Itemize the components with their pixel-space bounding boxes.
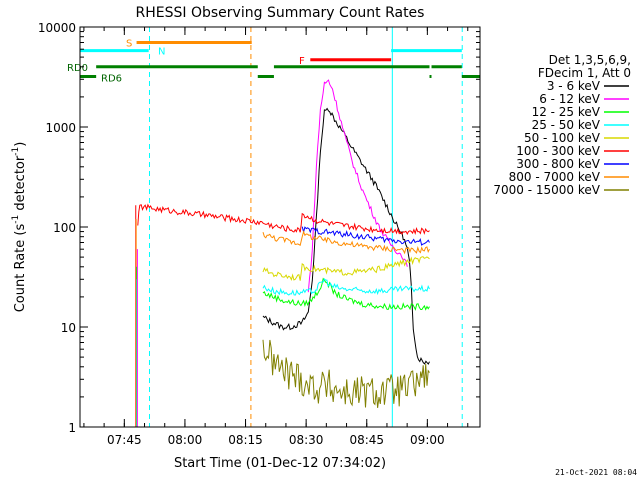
- series-line-25to50kev: [262, 278, 430, 296]
- legend-header-line-2: FDecim 1, Att 0: [538, 66, 631, 80]
- series-line-3to6kev: [262, 107, 430, 365]
- y-tick-label-1: 10: [61, 321, 76, 335]
- legend-label-2: 12 - 25 keV: [532, 105, 601, 119]
- x-tick-label-5: 09:00: [410, 433, 445, 447]
- x-tick-label-0: 07:45: [107, 433, 142, 447]
- series-line-12to25kev: [262, 277, 430, 311]
- y-tick-label-4: 10000: [38, 21, 76, 35]
- y-tick-label-3: 1000: [45, 121, 76, 135]
- x-tick-label-2: 08:15: [228, 433, 263, 447]
- legend-label-6: 300 - 800 keV: [516, 157, 600, 171]
- x-tick-label-4: 08:45: [349, 433, 384, 447]
- chart-title: RHESSI Observing Summary Count Rates: [136, 5, 425, 21]
- legend-header-line-1: Det 1,3,5,6,9,: [549, 53, 631, 67]
- legend-label-5: 100 - 300 keV: [516, 144, 600, 158]
- generation-timestamp: 21-Oct-2021 08:04: [555, 468, 637, 477]
- series-line-6to12kev: [307, 79, 408, 293]
- data-series: [135, 79, 430, 427]
- series-line-800to7000kev: [262, 230, 430, 255]
- legend-label-7: 800 - 7000 keV: [509, 170, 601, 184]
- series-line-7000to15000kev: [262, 339, 430, 408]
- legend-label-0: 3 - 6 keV: [547, 79, 601, 93]
- legend-label-8: 7000 - 15000 keV: [493, 183, 600, 197]
- flag-label-rd0: RD0: [67, 63, 88, 74]
- x-tick-label-3: 08:30: [289, 433, 324, 447]
- flag-bars: S N F RD0 RD6: [67, 38, 480, 84]
- series-line-50to100kev: [262, 256, 430, 281]
- legend-label-3: 25 - 50 keV: [532, 118, 601, 132]
- legend-label-4: 50 - 100 keV: [524, 131, 601, 145]
- legend-label-1: 6 - 12 keV: [539, 92, 601, 106]
- x-tick-label-1: 08:00: [168, 433, 203, 447]
- flag-label-f: F: [299, 56, 305, 67]
- y-tick-label-0: 1: [68, 421, 76, 435]
- y-tick-label-2: 100: [53, 221, 76, 235]
- flag-label-s: S: [126, 38, 132, 49]
- flag-label-n: N: [158, 47, 165, 58]
- x-axis-label: Start Time (01-Dec-12 07:34:02): [174, 456, 386, 471]
- y-axis-label: Count Rate (s-1 detector-1): [11, 142, 28, 313]
- series-line-300to800kev: [301, 226, 430, 246]
- flag-label-rd6: RD6: [101, 73, 122, 84]
- series-line-100to300kev: [137, 203, 430, 235]
- axis-ticks: 07:45 08:00 08:15 08:30 08:45 09:00 1 10 100 1000…: [38, 21, 480, 447]
